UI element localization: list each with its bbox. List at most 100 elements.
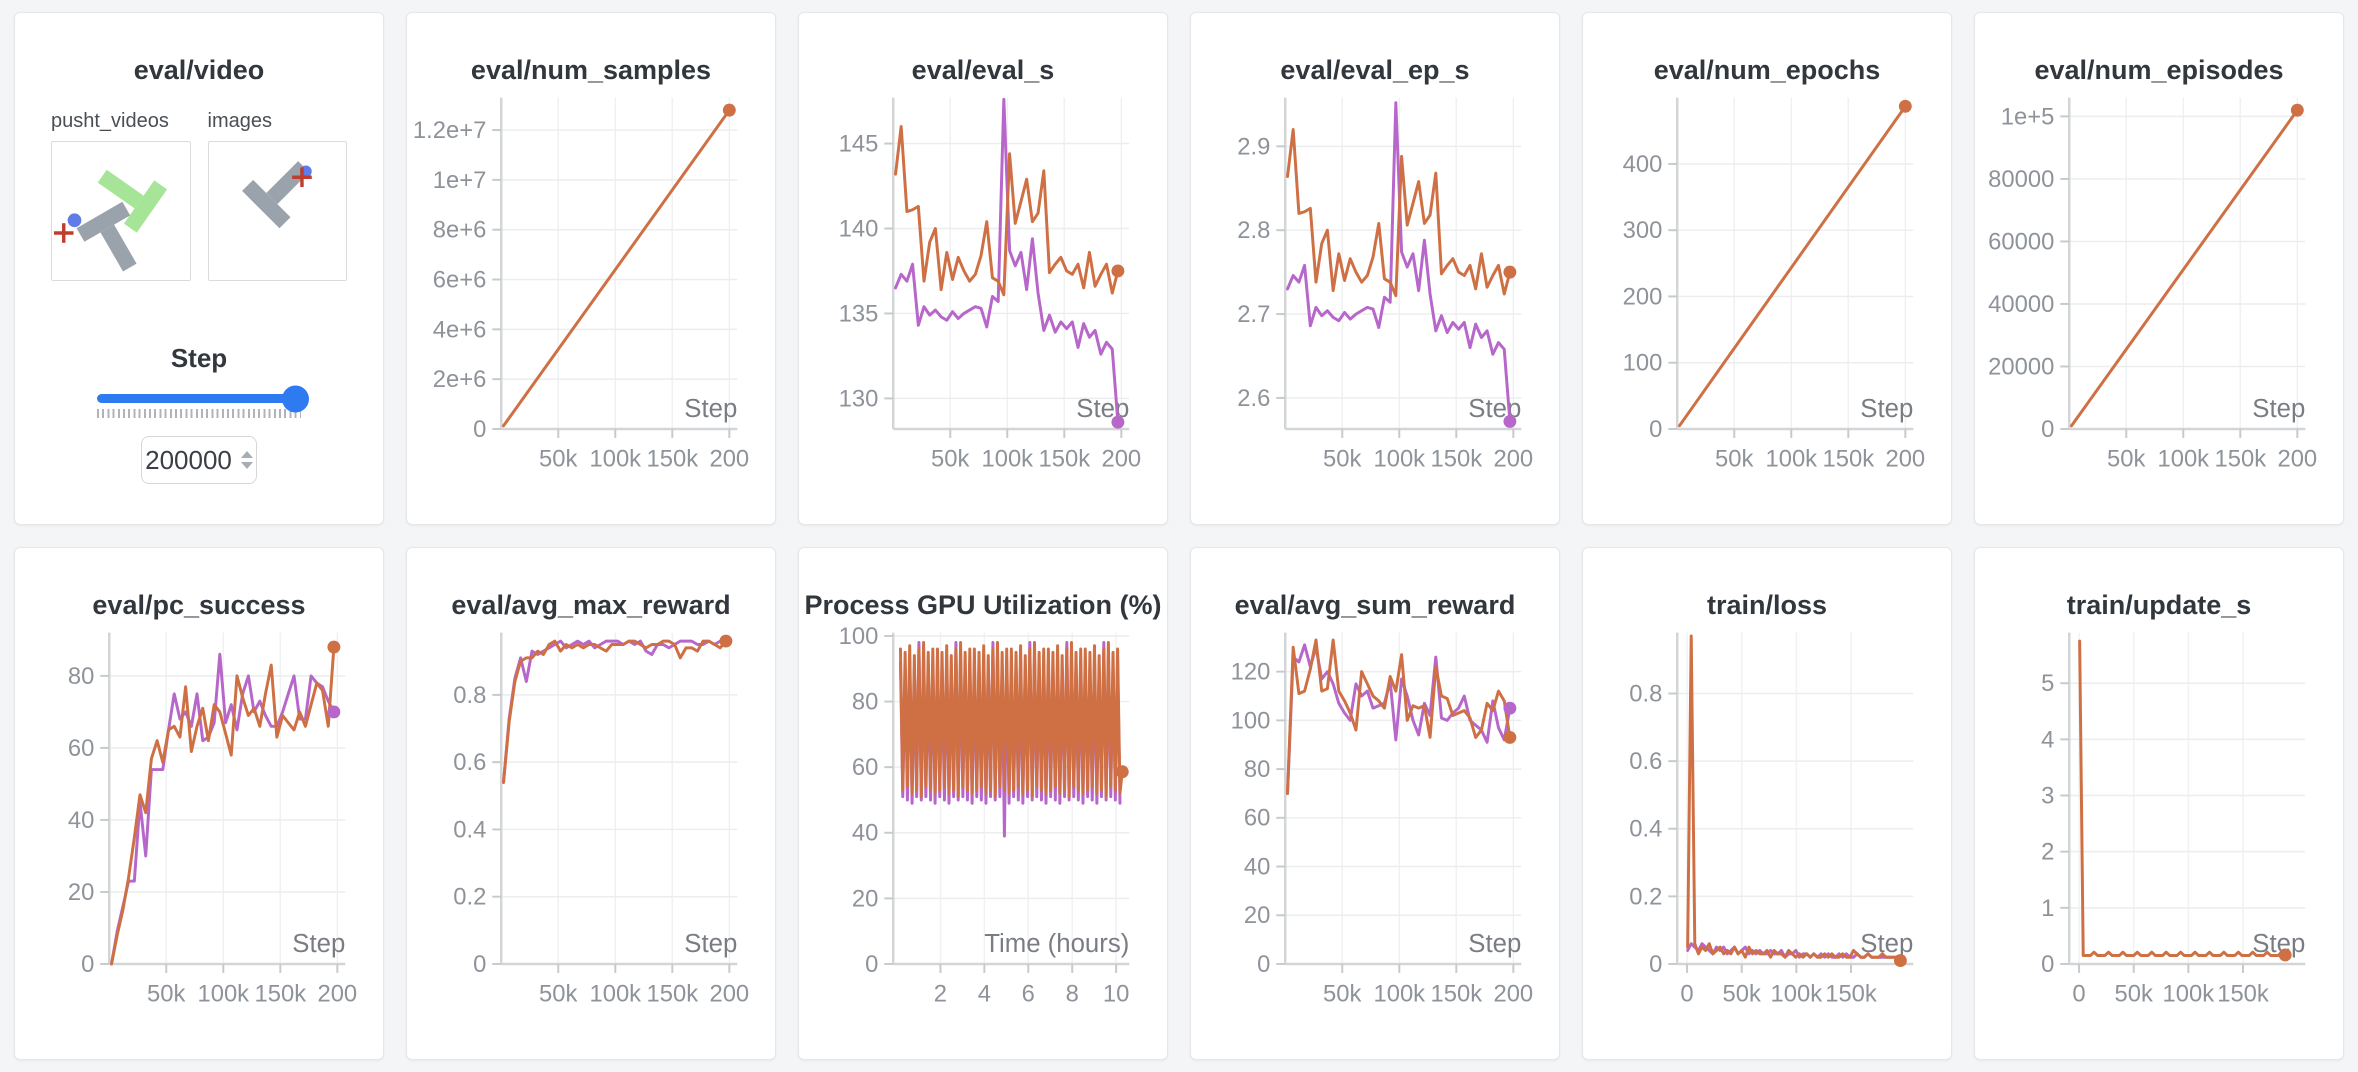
svg-text:60000: 60000 xyxy=(1988,228,2054,255)
panel-process-gpu-utilization: Process GPU Utilization (%) 2 4 6 8 10 0 20 40 6… xyxy=(798,547,1168,1060)
panel-eval-num-epochs: eval/num_epochs 50k 100k 150k 200 0 100 200 300… xyxy=(1582,12,1952,525)
svg-text:50k: 50k xyxy=(1723,981,1761,1008)
svg-text:0: 0 xyxy=(1649,951,1662,978)
svg-text:2.7: 2.7 xyxy=(1237,301,1270,328)
video-thumbnail-pusht[interactable] xyxy=(51,141,191,281)
svg-text:0.8: 0.8 xyxy=(1629,680,1662,707)
svg-text:0.8: 0.8 xyxy=(453,682,486,709)
svg-text:40: 40 xyxy=(852,820,878,847)
svg-text:2: 2 xyxy=(2041,839,2054,866)
svg-text:150k: 150k xyxy=(2217,981,2269,1008)
svg-text:100k: 100k xyxy=(1765,446,1817,473)
svg-text:100k: 100k xyxy=(1373,446,1425,473)
svg-text:2e+6: 2e+6 xyxy=(433,366,487,393)
svg-text:8: 8 xyxy=(1066,981,1079,1008)
svg-text:150k: 150k xyxy=(1038,446,1090,473)
svg-text:6e+6: 6e+6 xyxy=(433,266,487,293)
svg-text:0: 0 xyxy=(2072,981,2085,1008)
svg-text:100k: 100k xyxy=(589,981,641,1008)
step-down-icon[interactable] xyxy=(240,462,253,469)
svg-text:60: 60 xyxy=(852,754,878,781)
svg-text:50k: 50k xyxy=(539,981,577,1008)
svg-text:0.2: 0.2 xyxy=(1629,883,1662,910)
image-thumbnail[interactable] xyxy=(207,141,347,281)
panel-title: eval/avg_max_reward xyxy=(451,590,731,620)
svg-text:40000: 40000 xyxy=(1988,291,2054,318)
svg-text:40: 40 xyxy=(68,807,94,834)
panel-title: eval/eval_ep_s xyxy=(1280,55,1470,85)
svg-text:20: 20 xyxy=(1244,902,1270,929)
svg-text:0: 0 xyxy=(2041,951,2054,978)
step-up-icon[interactable] xyxy=(240,451,253,458)
media-label-images: images xyxy=(207,110,272,132)
svg-text:135: 135 xyxy=(839,300,879,327)
svg-text:200: 200 xyxy=(709,446,749,473)
svg-text:0: 0 xyxy=(473,416,486,443)
svg-text:200: 200 xyxy=(317,981,357,1008)
chart-eval-num-episodes[interactable]: 50k 100k 150k 200 0 20000 40000 60000 80000 1e+5 S… xyxy=(1975,90,2343,516)
svg-text:50k: 50k xyxy=(1323,446,1361,473)
svg-text:400: 400 xyxy=(1623,151,1663,178)
svg-text:100: 100 xyxy=(1231,707,1271,734)
svg-text:200: 200 xyxy=(1623,283,1663,310)
panel-title: eval/num_epochs xyxy=(1653,55,1881,85)
svg-text:Step: Step xyxy=(684,395,737,423)
svg-text:1: 1 xyxy=(2041,895,2054,922)
svg-text:150k: 150k xyxy=(646,981,698,1008)
svg-text:50k: 50k xyxy=(147,981,185,1008)
svg-text:80: 80 xyxy=(1244,756,1270,783)
panel-eval-pc-success: eval/pc_success 50k 100k 150k 200 0 20 40 60 80 S… xyxy=(14,547,384,1060)
svg-text:Time (hours): Time (hours) xyxy=(984,930,1129,958)
chart-eval-avg-max-reward[interactable]: 50k 100k 150k 200 0 0.2 0.4 0.6 0.8 Step xyxy=(407,625,775,1051)
svg-text:120: 120 xyxy=(1231,659,1271,686)
svg-text:100k: 100k xyxy=(1373,981,1425,1008)
panel-title: eval/num_episodes xyxy=(2034,55,2284,85)
svg-text:50k: 50k xyxy=(1323,981,1361,1008)
svg-text:0: 0 xyxy=(2041,416,2054,443)
chart-eval-num-samples[interactable]: 50k 100k 150k 200 0 2e+6 4e+6 6e+6 8e+6 1e+7 1.2e+… xyxy=(407,90,775,516)
slider-track[interactable] xyxy=(97,385,309,412)
svg-text:1e+7: 1e+7 xyxy=(433,167,487,194)
svg-text:50k: 50k xyxy=(2115,981,2153,1008)
svg-text:100k: 100k xyxy=(2163,981,2215,1008)
svg-text:0.4: 0.4 xyxy=(1629,816,1662,843)
panel-title: eval/pc_success xyxy=(92,590,306,620)
panel-eval-num-episodes: eval/num_episodes 50k 100k 150k 200 0 20000 40… xyxy=(1974,12,2344,525)
svg-text:100k: 100k xyxy=(589,446,641,473)
svg-text:0: 0 xyxy=(473,951,486,978)
svg-text:100k: 100k xyxy=(981,446,1033,473)
svg-text:0.6: 0.6 xyxy=(453,749,486,776)
panel-title: train/update_s xyxy=(2066,590,2252,620)
chart-eval-num-epochs[interactable]: 50k 100k 150k 200 0 100 200 300 400 Step xyxy=(1583,90,1951,516)
panel-train-update-s: train/update_s 0 50k 100k 150k 0 1 2 3 4 5 Step xyxy=(1974,547,2344,1060)
svg-text:6: 6 xyxy=(1022,981,1035,1008)
panel-title: train/loss xyxy=(1706,590,1828,620)
svg-text:80000: 80000 xyxy=(1988,166,2054,193)
target-cross-icon xyxy=(53,223,74,243)
svg-text:100k: 100k xyxy=(197,981,249,1008)
step-slider[interactable] xyxy=(97,385,309,418)
svg-text:100k: 100k xyxy=(2157,446,2209,473)
panel-eval-eval-ep-s: eval/eval_ep_s 50k 100k 150k 200 2.6 2.7 2.8 2.… xyxy=(1190,12,1560,525)
svg-text:2.6: 2.6 xyxy=(1237,385,1270,412)
svg-text:8e+6: 8e+6 xyxy=(433,217,487,244)
chart-eval-avg-sum-reward[interactable]: 50k 100k 150k 200 0 20 40 60 80 100 120 Step xyxy=(1191,625,1559,1051)
svg-text:140: 140 xyxy=(839,215,879,242)
step-slider-heading: Step xyxy=(170,343,228,373)
svg-text:0: 0 xyxy=(81,951,94,978)
slider-thumb[interactable] xyxy=(282,385,309,412)
panel-eval-eval-s: eval/eval_s 50k 100k 150k 200 130 135 140 145 St… xyxy=(798,12,1168,525)
chart-eval-pc-success[interactable]: 50k 100k 150k 200 0 20 40 60 80 Step xyxy=(15,625,383,1051)
media-labels: pusht_videos images xyxy=(15,110,383,133)
step-value-input[interactable]: 200000 xyxy=(141,436,257,484)
svg-text:150k: 150k xyxy=(1822,446,1874,473)
panel-title: eval/eval_s xyxy=(911,55,1055,85)
svg-text:0: 0 xyxy=(1649,416,1662,443)
svg-text:Step: Step xyxy=(2252,395,2305,423)
svg-text:0: 0 xyxy=(1257,951,1270,978)
